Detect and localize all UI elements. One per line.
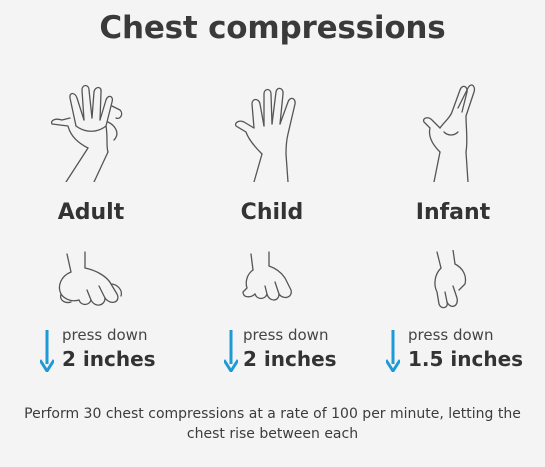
adult-compression-hands-icon <box>0 250 182 318</box>
press-caption: press down <box>62 326 148 344</box>
infant-column: Infant press down 1.5 inches <box>362 0 544 380</box>
adult-interlocked-hands-icon <box>0 82 182 182</box>
adult-column: Adult press down 2 inches <box>0 0 182 380</box>
infant-compression-fingers-icon <box>362 250 544 318</box>
adult-press-instruction: press down 2 inches <box>0 326 182 376</box>
child-column: Child press down 2 inches <box>181 0 363 380</box>
press-caption: press down <box>408 326 494 344</box>
press-caption: press down <box>243 326 329 344</box>
press-depth: 2 inches <box>62 347 156 371</box>
age-label-child: Child <box>240 200 304 225</box>
press-depth: 2 inches <box>243 347 337 371</box>
child-compression-hand-icon <box>181 250 363 318</box>
page-title: Chest compressions <box>99 10 446 46</box>
down-arrow-icon <box>224 330 238 372</box>
instruction-footer: Perform 30 chest compressions at a rate … <box>24 406 521 442</box>
age-label-infant: Infant <box>415 200 491 225</box>
down-arrow-icon <box>40 330 54 372</box>
child-press-instruction: press down 2 inches <box>181 326 363 376</box>
press-depth: 1.5 inches <box>408 347 524 371</box>
child-open-hand-icon <box>181 82 363 182</box>
infant-press-instruction: press down 1.5 inches <box>362 326 544 376</box>
age-label-adult: Adult <box>57 200 125 225</box>
infant-two-fingers-icon <box>362 82 544 182</box>
down-arrow-icon <box>386 330 400 372</box>
